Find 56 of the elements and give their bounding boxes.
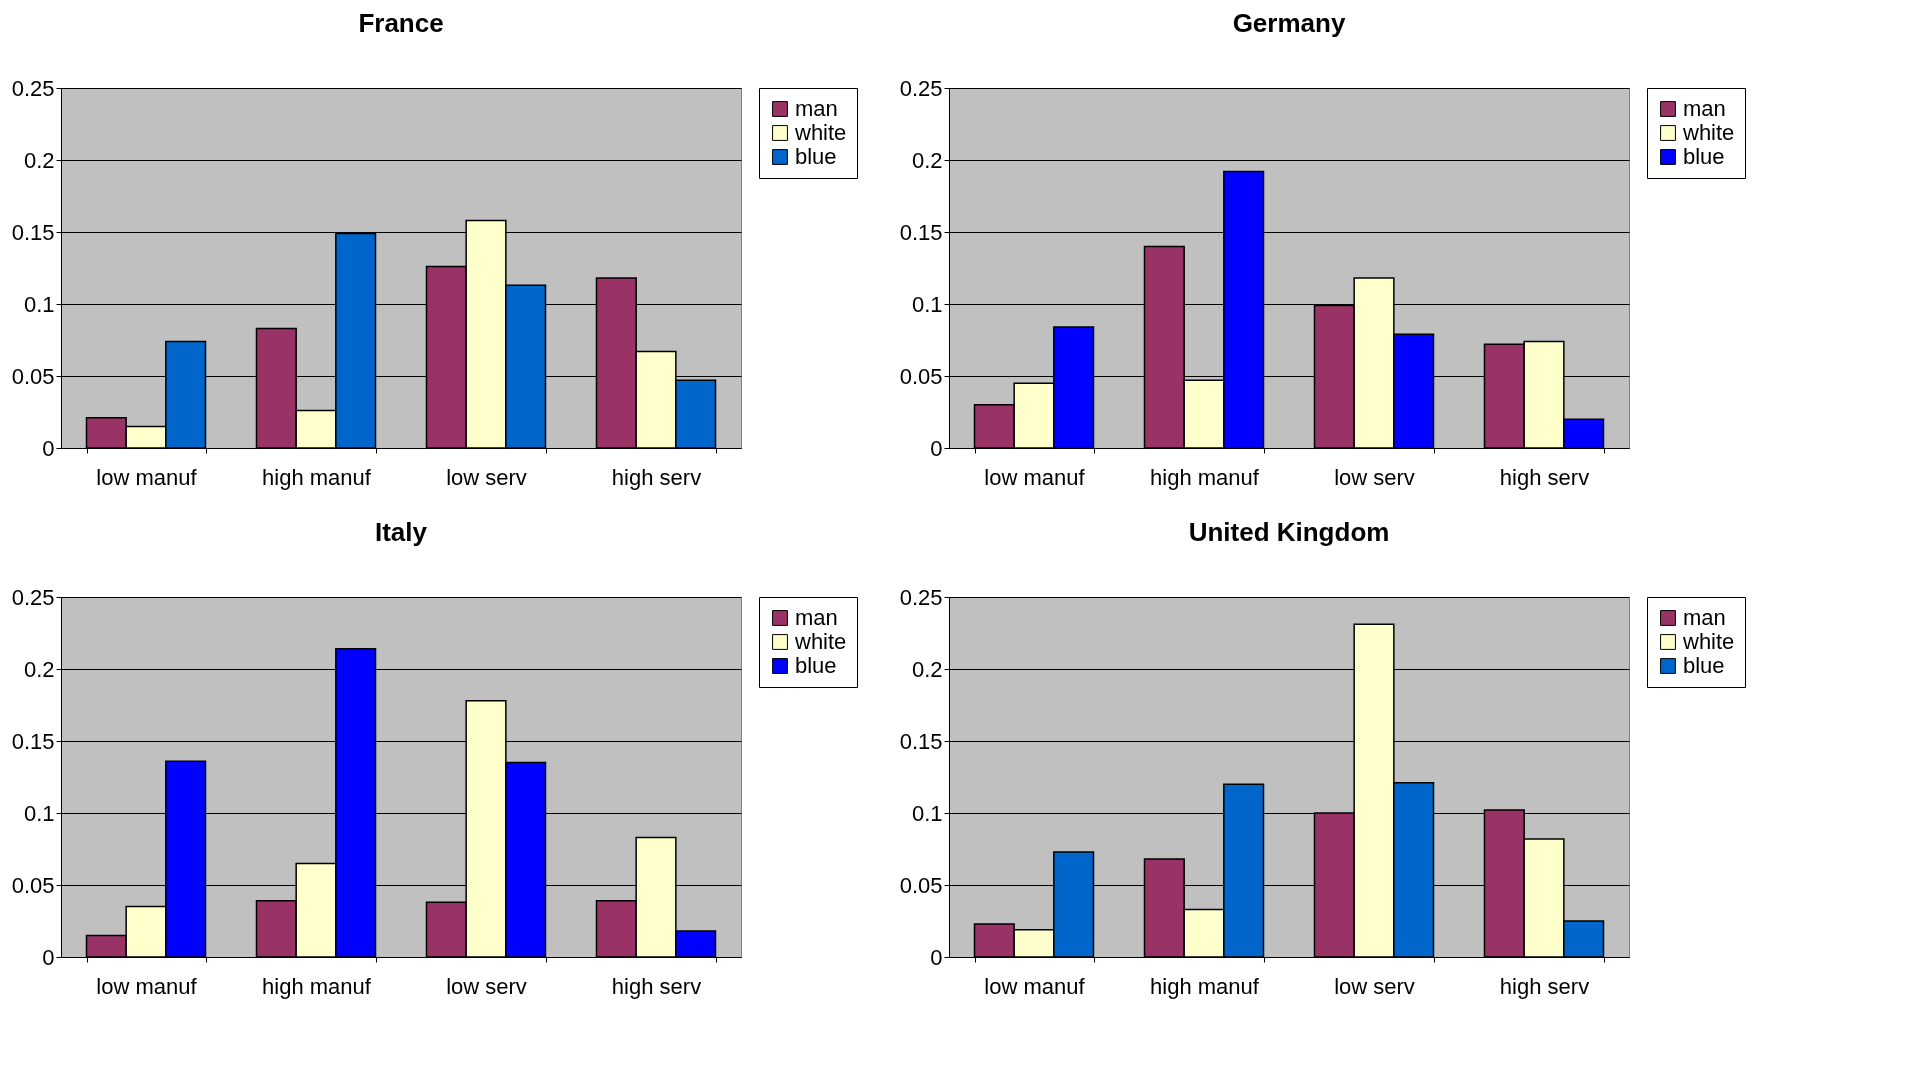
legend-label: blue xyxy=(1683,144,1725,169)
y-tick-label: 0.05 xyxy=(11,363,55,389)
y-tick-label: 0.1 xyxy=(23,800,55,826)
y-tick-label: 0.25 xyxy=(899,584,943,610)
y-tick-label: 0.2 xyxy=(23,147,55,173)
y-tick-label: 0.2 xyxy=(911,656,943,682)
x-tick-label: low manuf xyxy=(984,464,1086,490)
legend-label: man xyxy=(795,96,838,121)
chart-title: France xyxy=(358,8,444,38)
chart-title: Italy xyxy=(374,517,428,547)
legend-label: white xyxy=(1682,629,1735,654)
y-tick-label: 0.25 xyxy=(899,75,943,101)
legend-label: white xyxy=(794,120,847,145)
x-tick-label: low manuf xyxy=(96,973,198,999)
y-tick-label: 0.2 xyxy=(23,656,55,682)
y-tick-label: 0.05 xyxy=(899,363,943,389)
x-tick-label: high serv xyxy=(1499,973,1590,999)
x-tick-label: high serv xyxy=(611,973,702,999)
legend-label: white xyxy=(794,629,847,654)
y-tick-label: 0.1 xyxy=(911,800,943,826)
x-tick-label: low manuf xyxy=(96,464,198,490)
y-tick-label: 0.1 xyxy=(23,291,55,317)
legend-label: white xyxy=(1682,120,1735,145)
y-tick-label: 0 xyxy=(42,435,55,461)
y-tick-label: 0.05 xyxy=(11,872,55,898)
chart-title: Germany xyxy=(1232,8,1346,38)
y-tick-label: 0.15 xyxy=(899,219,943,245)
y-tick-label: 0.1 xyxy=(911,291,943,317)
x-tick-label: high manuf xyxy=(262,464,372,490)
x-tick-label: low serv xyxy=(446,464,527,490)
y-tick-label: 0.15 xyxy=(11,728,55,754)
x-tick-label: low serv xyxy=(1334,973,1415,999)
x-tick-label: high serv xyxy=(611,464,702,490)
x-tick-label: high manuf xyxy=(1150,973,1260,999)
x-tick-label: low serv xyxy=(446,973,527,999)
legend-label: blue xyxy=(1683,653,1725,678)
x-tick-label: high manuf xyxy=(262,973,372,999)
x-tick-label: high manuf xyxy=(1150,464,1260,490)
y-tick-label: 0 xyxy=(930,435,943,461)
x-tick-label: low manuf xyxy=(984,973,1086,999)
x-tick-label: low serv xyxy=(1334,464,1415,490)
legend-label: blue xyxy=(795,653,837,678)
chart-title: United Kingdom xyxy=(1188,517,1390,547)
y-tick-label: 0 xyxy=(930,944,943,970)
y-tick-label: 0.15 xyxy=(899,728,943,754)
y-tick-label: 0.15 xyxy=(11,219,55,245)
y-tick-label: 0.25 xyxy=(11,75,55,101)
y-tick-label: 0.05 xyxy=(899,872,943,898)
y-tick-label: 0.2 xyxy=(911,147,943,173)
x-tick-label: high serv xyxy=(1499,464,1590,490)
y-tick-label: 0 xyxy=(42,944,55,970)
y-tick-label: 0.25 xyxy=(11,584,55,610)
legend-label: man xyxy=(795,605,838,630)
legend-label: blue xyxy=(795,144,837,169)
legend-label: man xyxy=(1683,605,1726,630)
legend-label: man xyxy=(1683,96,1726,121)
